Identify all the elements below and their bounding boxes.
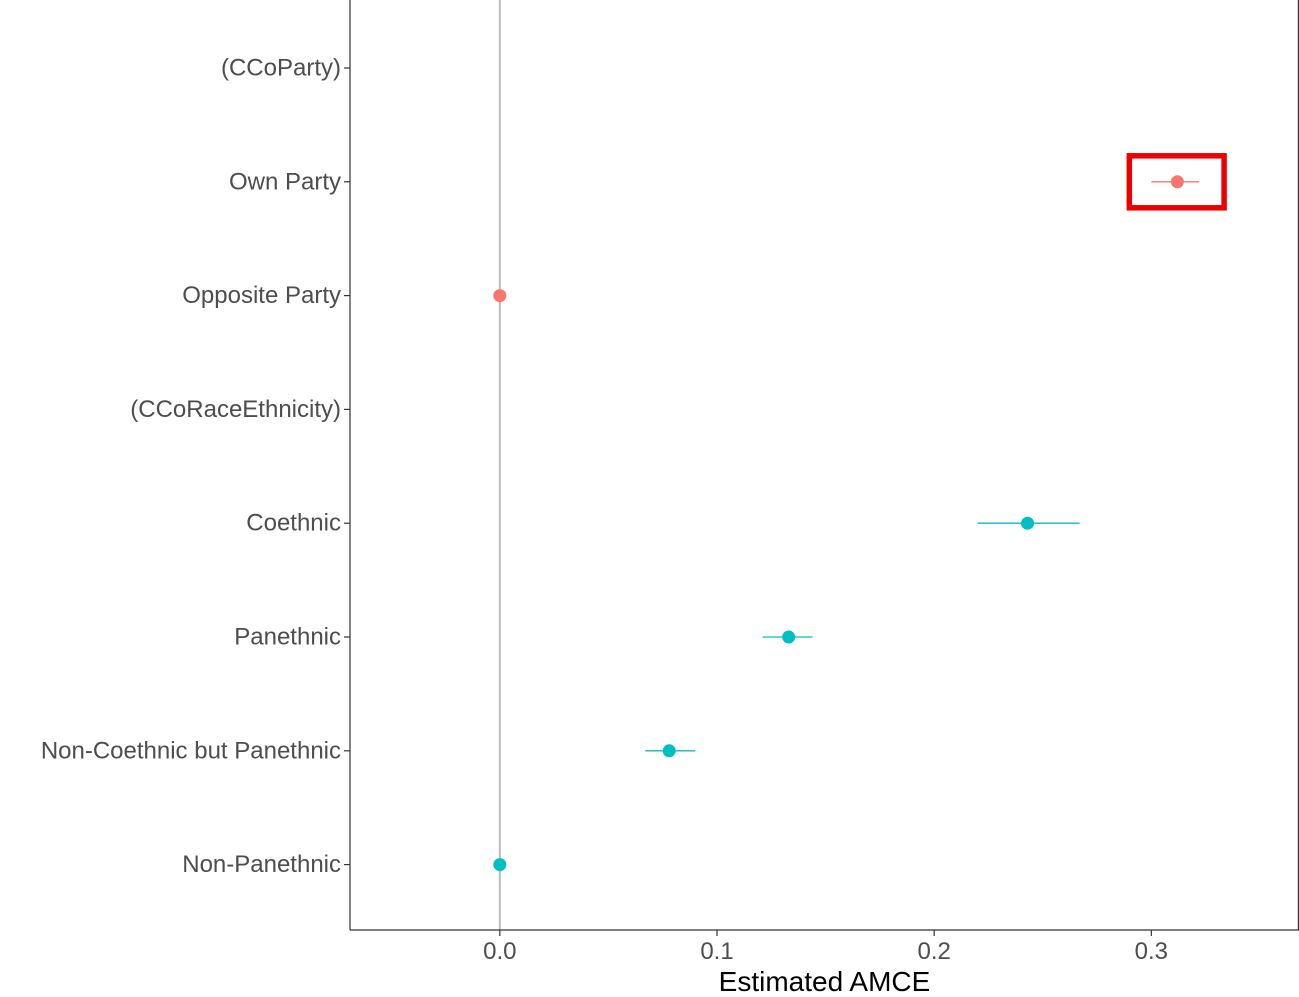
y-label: Non-Coethnic but Panethnic — [41, 737, 341, 764]
point-estimate — [1170, 175, 1184, 189]
y-label: (CCoRaceEthnicity) — [130, 396, 341, 423]
x-tick-label: 0.2 — [917, 938, 950, 965]
y-axis-labels: (CCoParty) Own Party Opposite Party (CCoRac… — [41, 55, 341, 879]
point-estimate — [1021, 516, 1035, 530]
x-axis-title: Estimated AMCE — [719, 966, 931, 997]
y-label: Non-Panethnic — [182, 851, 341, 878]
y-axis-ticks — [344, 67, 350, 866]
point-estimate — [493, 289, 507, 303]
x-axis-ticks: 0.0 0.1 0.2 0.3 — [483, 930, 1168, 965]
point-estimate — [662, 744, 676, 758]
x-tick-label: 0.1 — [700, 938, 733, 965]
y-label: (CCoParty) — [221, 55, 341, 82]
point-estimates — [493, 153, 1227, 872]
point-estimate — [493, 858, 507, 872]
y-label: Opposite Party — [182, 282, 341, 309]
y-label: Panethnic — [234, 624, 341, 651]
y-label: Own Party — [229, 168, 341, 195]
point-estimate — [782, 630, 796, 644]
highlight-box — [1126, 153, 1227, 211]
x-tick-label: 0.3 — [1135, 938, 1168, 965]
x-tick-label: 0.0 — [483, 938, 516, 965]
y-label: Coethnic — [246, 510, 341, 537]
